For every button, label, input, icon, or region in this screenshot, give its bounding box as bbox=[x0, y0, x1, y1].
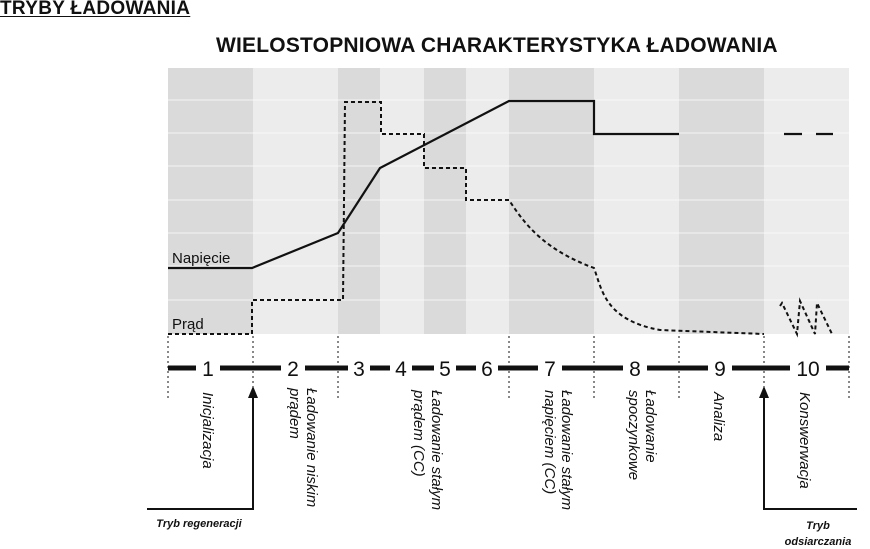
chart-title: WIELOSTOPNIOWA CHARAKTERYSTYKA ŁADOWANIA bbox=[216, 34, 778, 57]
voltage-curve bbox=[168, 99, 679, 270]
stage-number-2: 2 bbox=[287, 358, 299, 381]
stage-1-description: Inicjalizacja bbox=[199, 392, 216, 469]
desulfation-mode-label-line2: odsiarczania bbox=[785, 536, 852, 548]
desulfation-arrow bbox=[759, 386, 857, 510]
current-pulses bbox=[779, 297, 833, 338]
stage-number-10: 10 bbox=[796, 358, 819, 381]
section-title: TRYBY ŁADOWANIA bbox=[0, 0, 191, 19]
voltage-label: Napięcie bbox=[172, 250, 230, 267]
stage-number-5: 5 bbox=[439, 358, 451, 381]
regeneration-arrow bbox=[147, 386, 258, 510]
stage-number-6: 6 bbox=[481, 358, 493, 381]
stage-number-9: 9 bbox=[714, 358, 726, 381]
stage-band-2 bbox=[253, 68, 338, 334]
stage-number-7: 7 bbox=[544, 358, 556, 381]
stage-band-1 bbox=[168, 68, 253, 334]
stage-number-3: 3 bbox=[353, 358, 365, 381]
current-curve bbox=[168, 101, 765, 335]
stage-2-description-line1: Ładowanie niskim bbox=[303, 388, 320, 507]
stage-number-1: 1 bbox=[202, 358, 214, 381]
stage-10-description: Konswerwacja bbox=[796, 392, 813, 489]
desulfation-mode-label-line1: Tryb bbox=[806, 520, 830, 532]
stage-number-4: 4 bbox=[395, 358, 407, 381]
stage-7-description-line2: napięciem (CC) bbox=[541, 390, 558, 494]
stage-number-8: 8 bbox=[629, 358, 641, 381]
stage-band-8 bbox=[594, 68, 679, 334]
regeneration-mode-label: Tryb regeneracji bbox=[156, 518, 242, 530]
stage-band-9 bbox=[679, 68, 764, 334]
stage-9-description: Analiza bbox=[710, 391, 727, 441]
stage-band-4 bbox=[380, 68, 424, 334]
current-label: Prąd bbox=[172, 316, 204, 333]
stage-band-10 bbox=[764, 68, 849, 334]
stage-2-description-line2: prądem bbox=[286, 387, 303, 439]
stage-8-description-line1: Ładowanie bbox=[642, 390, 659, 463]
stage-4-description-line2: prądem (CC) bbox=[410, 389, 427, 477]
stage-7-description-line1: Ładowanie stałym bbox=[558, 390, 575, 510]
stage-8-description-line2: spoczynkowe bbox=[625, 390, 642, 480]
stage-4-description-line1: Ładowanie stałym bbox=[428, 390, 445, 510]
stage-band-5 bbox=[424, 68, 466, 334]
stage-band-7 bbox=[509, 68, 594, 334]
stage-bands bbox=[168, 68, 849, 334]
